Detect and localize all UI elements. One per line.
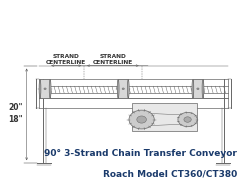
Text: 90° 3-Strand Chain Transfer Conveyor: 90° 3-Strand Chain Transfer Conveyor [44,149,237,158]
Circle shape [178,112,197,127]
Ellipse shape [192,79,194,98]
Bar [193,79,203,98]
Circle shape [129,110,154,129]
Circle shape [197,88,199,90]
Ellipse shape [39,79,41,98]
Circle shape [122,88,124,90]
Text: 18": 18" [9,115,23,124]
Ellipse shape [202,79,204,98]
Circle shape [137,116,146,123]
Ellipse shape [49,79,51,98]
Ellipse shape [117,79,119,98]
Text: STRAND
CENTERLINE: STRAND CENTERLINE [93,54,133,65]
Circle shape [184,117,191,122]
Bar [40,79,50,98]
Bar [132,103,197,131]
Ellipse shape [127,79,129,98]
Text: STRAND
CENTERLINE: STRAND CENTERLINE [46,54,86,65]
Bar [118,79,128,98]
Text: Roach Model CT360/CT380: Roach Model CT360/CT380 [103,170,237,179]
Text: 20": 20" [9,103,23,112]
Circle shape [44,88,46,90]
